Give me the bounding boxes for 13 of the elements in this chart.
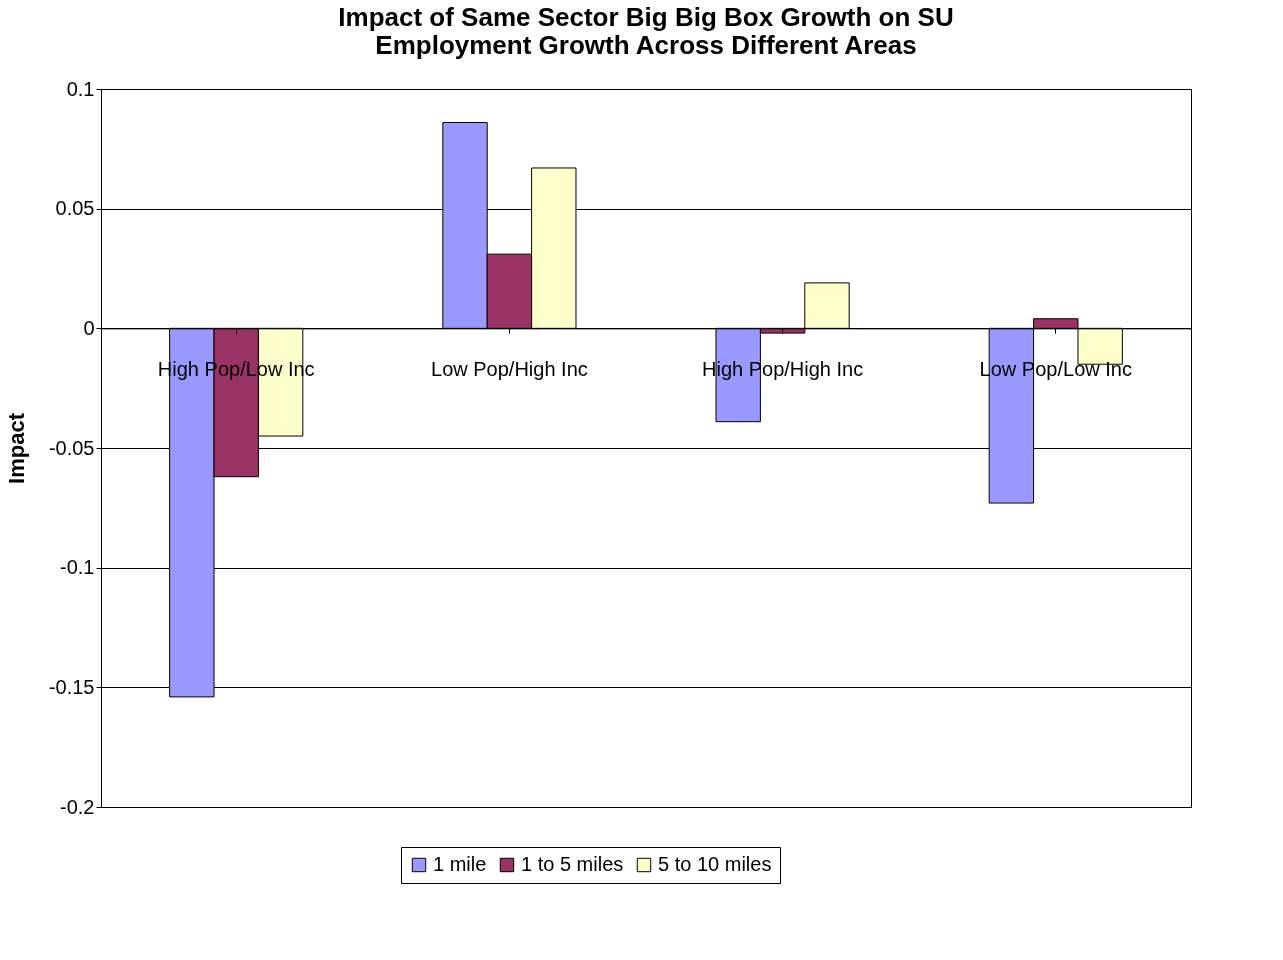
legend-label: 5 to 10 miles — [658, 853, 772, 875]
y-tick-label: -0.1 — [60, 556, 95, 579]
y-tick-label: 0 — [83, 316, 95, 339]
y-tick-label: 0.1 — [66, 77, 95, 100]
x-tick-label: Low Pop/High Inc — [431, 357, 588, 380]
y-tick-label: -0.05 — [48, 436, 95, 459]
y-tick-label: 0.05 — [55, 197, 95, 220]
y-tick-label: -0.15 — [48, 675, 95, 698]
legend-label: 1 mile — [433, 853, 487, 875]
legend-label: 1 to 5 miles — [521, 853, 624, 875]
y-axis-title: Impact — [3, 412, 29, 484]
chart-title: Impact of Same Sector Big Big Box Growth on SU Employment Growth Across Different Areas — [338, 2, 954, 60]
y-tick-label: -0.2 — [60, 795, 95, 818]
